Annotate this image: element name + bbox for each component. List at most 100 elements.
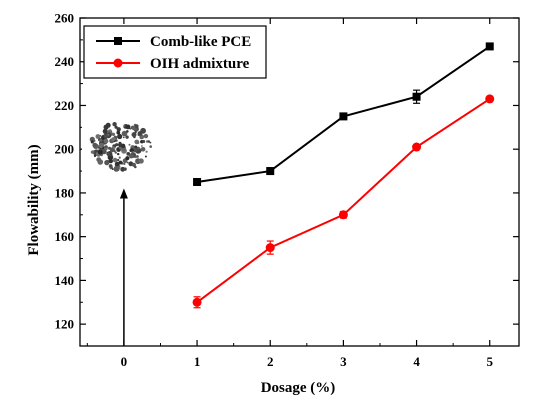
powder-grain xyxy=(107,133,110,136)
powder-grain xyxy=(149,145,152,148)
series-layer xyxy=(192,42,495,309)
arrow-head xyxy=(119,188,128,199)
legend: Comb-like PCE OIH admixture xyxy=(83,25,267,79)
powder-grain xyxy=(111,137,116,142)
powder-grain xyxy=(112,122,117,127)
x-tick-label: 0 xyxy=(121,354,128,369)
powder-grain xyxy=(103,132,109,139)
powder-grain xyxy=(112,157,118,163)
legend-label-comb: Comb-like PCE xyxy=(150,34,251,50)
powder-grain xyxy=(104,147,108,151)
data-point xyxy=(193,178,202,186)
powder-grain xyxy=(125,156,130,161)
y-axis-title: Flowability (mm) xyxy=(26,144,42,255)
powder-grain xyxy=(111,132,116,136)
powder-grain xyxy=(97,153,100,156)
powder-grain xyxy=(149,141,152,144)
legend-marker-oih xyxy=(113,58,123,68)
powder-grain xyxy=(142,140,146,143)
powder-grain xyxy=(125,124,131,130)
plot-frame xyxy=(79,17,520,347)
y-tick-label: 220 xyxy=(55,98,75,113)
powder-grain xyxy=(105,122,111,128)
legend-label-oih: OIH admixture xyxy=(150,56,250,72)
data-point xyxy=(412,92,421,101)
x-tick-label: 1 xyxy=(194,354,201,369)
powder-grain xyxy=(109,147,115,153)
powder-grain xyxy=(108,159,113,164)
y-tick-label: 180 xyxy=(55,185,75,200)
powder-grain xyxy=(129,148,134,153)
x-tick-label: 3 xyxy=(340,354,347,369)
legend-marker-comb xyxy=(114,37,122,45)
y-tick-label: 140 xyxy=(55,273,75,288)
data-point xyxy=(485,94,495,104)
powder-grain xyxy=(111,168,114,171)
data-point xyxy=(412,142,422,152)
powder-grain xyxy=(144,155,147,158)
annotation-arrow xyxy=(119,188,128,346)
powder-grain xyxy=(99,138,103,142)
data-point xyxy=(339,112,348,121)
plot-area-border xyxy=(79,17,520,347)
data-point xyxy=(192,297,202,307)
powder-grain xyxy=(117,152,120,156)
powder-grain xyxy=(116,158,120,162)
powder-grain xyxy=(116,127,121,132)
legend-box xyxy=(83,25,267,79)
powder-grain xyxy=(125,135,129,139)
powder-grain xyxy=(123,136,125,139)
powder-grain xyxy=(100,148,103,151)
powder-grain xyxy=(118,156,121,159)
powder-grain xyxy=(147,140,150,143)
series-0 xyxy=(193,42,494,186)
powder-grain xyxy=(108,164,113,168)
powder-grain xyxy=(114,151,118,154)
powder-grain xyxy=(134,145,138,149)
powder-grain xyxy=(136,146,140,150)
powder-grain xyxy=(92,142,98,148)
powder-grain xyxy=(138,158,144,164)
powder-grain xyxy=(123,124,126,127)
powder-grain xyxy=(140,147,146,152)
powder-grain xyxy=(90,150,95,154)
data-point xyxy=(266,167,275,176)
powder-grain xyxy=(97,149,103,155)
powder-grain xyxy=(134,131,137,134)
powder-grain xyxy=(118,142,123,148)
powder-grain xyxy=(137,131,143,136)
sample-photo-icon xyxy=(82,110,160,182)
powder-grain xyxy=(103,138,109,144)
axis-tick-labels: 0 1 2 3 4 5 120 140 160 180 200 220 240 260 xyxy=(55,11,494,370)
powder-grain xyxy=(93,154,97,158)
powder-grain xyxy=(145,150,148,153)
data-point xyxy=(485,42,494,51)
powder-grain xyxy=(110,154,113,157)
powder-grain xyxy=(121,130,128,137)
x-axis-title: Dosage (%) xyxy=(261,380,336,396)
y-tick-label: 200 xyxy=(55,142,75,157)
y-tick-label: 240 xyxy=(55,54,75,69)
y-tick-label: 160 xyxy=(55,229,75,244)
powder-grain xyxy=(115,139,118,142)
powder-grain xyxy=(114,161,120,167)
x-tick-label: 2 xyxy=(267,354,274,369)
data-point xyxy=(338,210,348,220)
data-point xyxy=(265,243,275,253)
powder-grain xyxy=(143,133,149,139)
y-tick-label: 120 xyxy=(55,317,75,332)
powder-grain xyxy=(129,153,134,159)
powder-grain xyxy=(126,161,129,164)
series-line xyxy=(196,98,491,304)
powder-grain xyxy=(128,143,131,146)
powder-grain xyxy=(99,142,105,148)
powder-grain xyxy=(93,151,96,154)
powder-grain xyxy=(134,139,139,145)
powder-grain xyxy=(123,167,127,171)
powder-grain xyxy=(131,162,136,167)
powder-grain xyxy=(123,162,126,165)
powder-grain xyxy=(133,148,138,153)
powder-grain xyxy=(126,152,131,156)
powder-grain xyxy=(136,154,139,157)
